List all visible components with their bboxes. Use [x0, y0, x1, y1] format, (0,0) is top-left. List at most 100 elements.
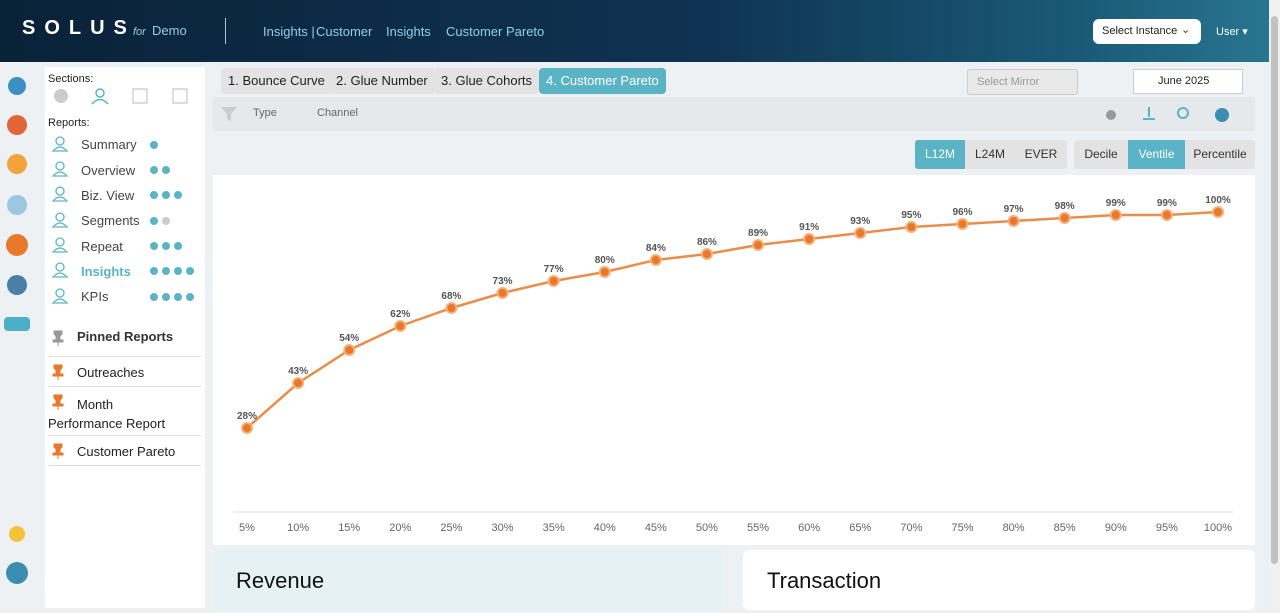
- mirror-select[interactable]: Select Mirror: [967, 69, 1078, 95]
- filter-icons: [221, 107, 1229, 122]
- x-tick-label: 65%: [849, 522, 871, 534]
- value-label: 86%: [697, 237, 717, 248]
- report-link[interactable]: Overview: [81, 163, 136, 178]
- value-label: 95%: [901, 210, 921, 221]
- x-tick-label: 40%: [594, 522, 616, 534]
- value-label: 84%: [646, 243, 666, 254]
- month-picker[interactable]: June 2025: [1133, 69, 1243, 94]
- header: SOLUS for Demo Insights | Customer Insig…: [0, 0, 1280, 62]
- value-label: 96%: [952, 207, 972, 218]
- x-tick-label: 60%: [798, 522, 820, 534]
- tab[interactable]: 3. Glue Cohorts: [434, 68, 540, 94]
- value-label: 98%: [1055, 201, 1075, 212]
- instance-select[interactable]: Select Instance ⌄: [1093, 19, 1201, 44]
- granularity-toggle[interactable]: Ventile: [1128, 140, 1185, 169]
- period-toggle[interactable]: EVER: [1015, 140, 1067, 169]
- reports-label: Reports:: [48, 117, 90, 129]
- period-toggle[interactable]: L12M: [915, 140, 965, 169]
- scrollbar: [1269, 0, 1280, 608]
- for-label: for: [133, 26, 146, 38]
- x-tick-label: 45%: [645, 522, 667, 534]
- point: [1212, 206, 1224, 218]
- value-label: 91%: [799, 222, 819, 233]
- line: [246, 210, 1219, 429]
- point: [752, 239, 765, 251]
- value-label: 77%: [544, 264, 564, 275]
- point: [241, 422, 253, 434]
- breadcrumb[interactable]: Insights |: [263, 24, 315, 39]
- point: [649, 254, 662, 266]
- x-tick-label: 80%: [1003, 522, 1025, 534]
- section-icons: [54, 88, 188, 105]
- point: [905, 221, 918, 233]
- x-tick-label: 20%: [389, 522, 411, 534]
- card: Revenue: [213, 550, 723, 610]
- value-label: 54%: [339, 333, 359, 344]
- icon-rail: [0, 62, 42, 608]
- report-link[interactable]: Repeat: [81, 239, 123, 254]
- x-tick-label: 50%: [696, 522, 718, 534]
- point: [803, 233, 816, 245]
- point: [700, 248, 713, 260]
- point: [598, 266, 611, 278]
- x-tick-label: 10%: [287, 522, 309, 534]
- tab-active[interactable]: 4. Customer Pareto: [539, 68, 666, 94]
- point: [496, 287, 509, 299]
- separator: [49, 386, 201, 387]
- value-label: 28%: [237, 411, 257, 422]
- value-label: 100%: [1205, 195, 1231, 206]
- point: [956, 218, 969, 230]
- value-label: 73%: [493, 276, 513, 287]
- pinned-link[interactable]: Outreaches: [77, 365, 145, 380]
- report-icons: [51, 136, 194, 304]
- value-label: 93%: [850, 216, 870, 227]
- report-link[interactable]: Summary: [81, 137, 137, 152]
- granularity-toggle[interactable]: Percentile: [1185, 140, 1255, 169]
- card-title: Transaction: [767, 568, 882, 593]
- filter[interactable]: Type: [253, 107, 277, 119]
- user-menu[interactable]: User ▾: [1216, 26, 1248, 38]
- value-label: 89%: [748, 228, 768, 239]
- filter[interactable]: Channel: [317, 107, 358, 119]
- granularity-toggle[interactable]: Decile: [1074, 140, 1128, 169]
- point: [1109, 209, 1122, 221]
- tab[interactable]: 2. Glue Number: [329, 68, 435, 94]
- breadcrumb[interactable]: Customer: [316, 24, 373, 39]
- month-text: June 2025: [1158, 75, 1210, 87]
- tab[interactable]: 1. Bounce Curve: [221, 68, 332, 94]
- point: [445, 302, 458, 314]
- x-tick-label: 30%: [492, 522, 514, 534]
- x-tick-label: 75%: [951, 522, 973, 534]
- x-tick-label: 95%: [1156, 522, 1178, 534]
- x-tick-label: 85%: [1054, 522, 1076, 534]
- divider: [225, 18, 226, 44]
- report-link[interactable]: KPIs: [81, 289, 109, 304]
- card-title: Revenue: [236, 568, 325, 593]
- card: Transaction: [743, 550, 1255, 610]
- report-link-active[interactable]: Insights: [81, 264, 131, 279]
- pin-icons: [52, 330, 64, 459]
- x-tick-label: 5%: [239, 522, 255, 534]
- x-tick-label: 90%: [1105, 522, 1127, 534]
- chevron: ⌄: [1181, 24, 1191, 36]
- point: [343, 344, 356, 356]
- user-text: User: [1216, 26, 1240, 38]
- report-link[interactable]: Biz. View: [81, 188, 135, 203]
- point: [1007, 215, 1020, 227]
- sidebar: Sections: Reports: Summary Overview Biz.…: [45, 67, 205, 608]
- pinned-link[interactable]: Customer Pareto: [77, 444, 176, 459]
- period-toggle[interactable]: L24M: [965, 140, 1015, 169]
- separator: [49, 356, 201, 357]
- instance-text: Select Instance: [1102, 25, 1178, 37]
- separator: [49, 435, 201, 436]
- scroll-thumb[interactable]: [1271, 16, 1278, 564]
- value-label: 62%: [390, 309, 410, 320]
- value-label: 80%: [595, 255, 615, 266]
- point: [292, 377, 305, 389]
- report-link[interactable]: Segments: [81, 213, 140, 228]
- mirror-text: Select Mirror: [977, 76, 1040, 88]
- pinned-link[interactable]: Month Performance Report: [48, 397, 166, 431]
- breadcrumb[interactable]: Customer Pareto: [446, 24, 545, 39]
- breadcrumb[interactable]: Insights: [386, 24, 431, 39]
